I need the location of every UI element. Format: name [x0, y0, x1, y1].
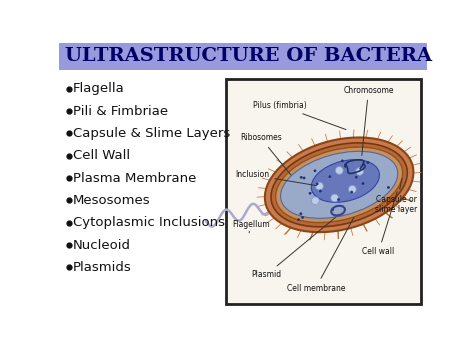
Circle shape: [331, 194, 338, 202]
Circle shape: [336, 166, 343, 174]
Bar: [226, 79, 421, 304]
Circle shape: [350, 191, 353, 193]
Circle shape: [300, 212, 302, 215]
Text: Flagella: Flagella: [73, 82, 125, 95]
Ellipse shape: [281, 151, 398, 218]
Circle shape: [314, 169, 316, 172]
Text: Pilus (fimbria): Pilus (fimbria): [253, 101, 346, 130]
Circle shape: [337, 198, 340, 201]
Circle shape: [311, 197, 319, 204]
Text: Plasmid: Plasmid: [251, 217, 336, 279]
Ellipse shape: [271, 143, 407, 227]
Text: Plasmids: Plasmids: [73, 261, 132, 274]
Circle shape: [300, 176, 303, 179]
Circle shape: [301, 216, 304, 219]
Circle shape: [362, 182, 365, 185]
Circle shape: [328, 175, 331, 178]
Text: Cell Wall: Cell Wall: [73, 149, 130, 162]
Circle shape: [319, 190, 322, 192]
Text: Ribosomes: Ribosomes: [240, 133, 291, 175]
Text: Inclusion: Inclusion: [235, 170, 317, 186]
Text: Cell membrane: Cell membrane: [286, 217, 354, 293]
Text: Cytoplasmic Inclusions: Cytoplasmic Inclusions: [73, 216, 225, 229]
Circle shape: [297, 218, 300, 221]
Circle shape: [356, 168, 364, 175]
Text: Pili & Fimbriae: Pili & Fimbriae: [73, 105, 168, 118]
Circle shape: [355, 176, 358, 179]
Circle shape: [316, 182, 319, 185]
Text: ULTRASTRUCTURE OF BACTERA: ULTRASTRUCTURE OF BACTERA: [65, 48, 432, 65]
Text: Chromosome: Chromosome: [343, 86, 394, 155]
Text: Flagellum: Flagellum: [232, 220, 270, 233]
Ellipse shape: [275, 147, 403, 223]
Circle shape: [344, 163, 347, 166]
Text: Cell wall: Cell wall: [363, 192, 397, 256]
Text: Mesosomes: Mesosomes: [73, 194, 151, 207]
Circle shape: [387, 186, 390, 189]
Circle shape: [303, 177, 306, 179]
Ellipse shape: [311, 160, 380, 202]
Circle shape: [309, 192, 311, 195]
Circle shape: [341, 159, 344, 162]
Text: Capsule or
slime layer: Capsule or slime layer: [375, 179, 418, 214]
Circle shape: [348, 185, 356, 193]
Text: Capsule & Slime Layers: Capsule & Slime Layers: [73, 127, 230, 140]
Ellipse shape: [265, 137, 413, 232]
Text: Plasma Membrane: Plasma Membrane: [73, 171, 197, 185]
Circle shape: [331, 208, 334, 211]
Bar: [59, 43, 427, 70]
Text: Nucleoid: Nucleoid: [73, 239, 131, 252]
Circle shape: [366, 161, 369, 164]
Circle shape: [316, 182, 323, 190]
Circle shape: [344, 165, 347, 168]
